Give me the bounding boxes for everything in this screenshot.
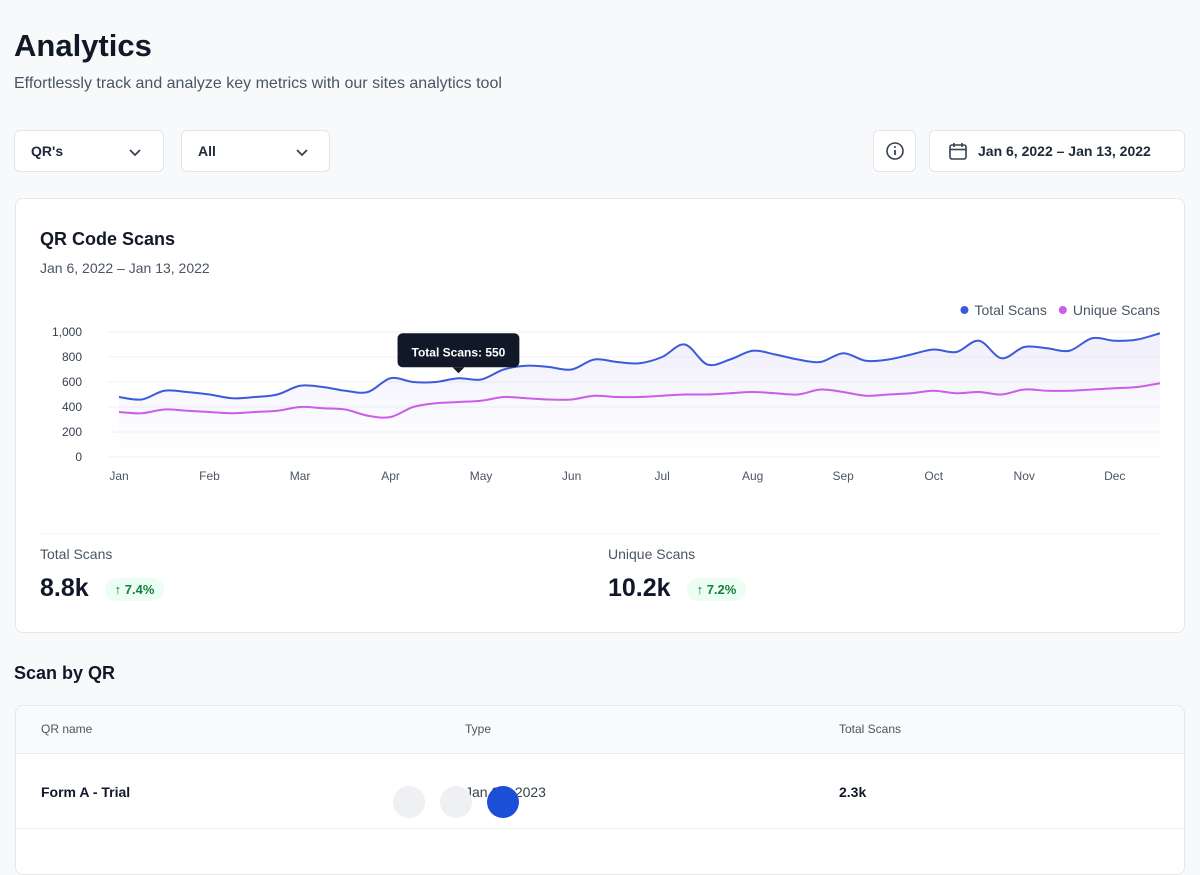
stat-value: 10.2k bbox=[608, 574, 671, 602]
table: QR name Type Total Scans Form A - Trial … bbox=[15, 705, 1185, 875]
page-subtitle: Effortlessly track and analyze key metri… bbox=[14, 75, 502, 92]
x-tick-label: Apr bbox=[381, 469, 400, 483]
loading-dot bbox=[393, 786, 425, 818]
chart-title: QR Code Scans bbox=[40, 229, 175, 249]
table-header bbox=[16, 706, 1184, 754]
x-tick-label: Dec bbox=[1104, 469, 1125, 483]
section-title: Scan by QR bbox=[14, 663, 116, 683]
area bbox=[119, 333, 1160, 457]
date-range-button[interactable]: Jan 6, 2022 – Jan 13, 2022 bbox=[929, 130, 1185, 172]
column-header: Type bbox=[465, 722, 492, 736]
loading-dot bbox=[440, 786, 472, 818]
y-tick-label: 200 bbox=[62, 425, 82, 439]
x-tick-label: Jul bbox=[654, 469, 669, 483]
x-tick-label: Feb bbox=[199, 469, 220, 483]
y-tick-label: 0 bbox=[75, 450, 82, 464]
page: Analytics Effortlessly track and analyze… bbox=[14, 28, 1185, 875]
stat-change: ↑ 7.4% bbox=[104, 577, 165, 601]
page-title: Analytics bbox=[14, 28, 152, 63]
chevron-icon bbox=[129, 149, 141, 157]
info-button[interactable] bbox=[873, 130, 916, 172]
x-tick-label: Mar bbox=[290, 469, 311, 483]
column-header: Total Scans bbox=[839, 722, 902, 736]
line bbox=[118, 382, 1161, 419]
chevron-icon bbox=[296, 149, 308, 157]
x-tick-label: Oct bbox=[924, 469, 943, 483]
tooltip-text: Total Scans: 550 bbox=[412, 345, 506, 359]
y-tick-label: 600 bbox=[62, 375, 82, 389]
filter-dropdown[interactable]: QR's bbox=[14, 130, 164, 172]
stat-value: 8.8k bbox=[40, 574, 89, 602]
tooltip-arrow bbox=[452, 367, 465, 374]
chart: QR Code Scans Jan 6, 2022 – Jan 13, 2022… bbox=[40, 229, 1161, 535]
filter-dropdown[interactable]: All bbox=[181, 130, 330, 172]
filter-label: All bbox=[198, 143, 216, 159]
legend-label: Unique Scans bbox=[1073, 302, 1160, 318]
stat-label: Unique Scans bbox=[608, 546, 696, 562]
x-tick-label: Sep bbox=[832, 469, 854, 483]
tooltip bbox=[397, 333, 520, 374]
x-tick-label: May bbox=[470, 469, 493, 483]
stat-change: ↑ 7.2% bbox=[686, 577, 747, 601]
y-tick-label: 800 bbox=[62, 350, 82, 364]
x-tick-label: Nov bbox=[1014, 469, 1035, 483]
loading-dot bbox=[487, 786, 519, 818]
legend-swatch bbox=[1058, 306, 1067, 314]
y-tick-label: 400 bbox=[62, 400, 82, 414]
calendar-icon bbox=[949, 143, 967, 160]
x-tick-label: Jan bbox=[109, 469, 128, 483]
legend-label: Total Scans bbox=[974, 302, 1046, 318]
legend-swatch bbox=[960, 306, 969, 314]
stat: 8.8k ↑ 7.4% bbox=[40, 574, 165, 603]
x-tick-label: Aug bbox=[742, 469, 763, 483]
x-tick-label: Jun bbox=[562, 469, 581, 483]
stat-change-value: 7.4% bbox=[124, 581, 155, 597]
chart-subtitle: Jan 6, 2022 – Jan 13, 2022 bbox=[40, 260, 210, 276]
stat-label: Total Scans bbox=[40, 546, 113, 562]
filter-label: QR's bbox=[31, 143, 64, 159]
stat-change-value: 7.2% bbox=[706, 581, 737, 597]
cell: Form A - Trial bbox=[41, 784, 131, 800]
stat: 10.2k ↑ 7.2% bbox=[608, 574, 747, 603]
date-range-label: Jan 6, 2022 – Jan 13, 2022 bbox=[978, 143, 1151, 159]
info-icon bbox=[885, 142, 904, 160]
column-header: QR name bbox=[41, 722, 93, 736]
cell: 2.3k bbox=[839, 784, 867, 800]
y-tick-label: 1,000 bbox=[52, 325, 82, 339]
tooltip-box bbox=[397, 333, 520, 368]
row-divider bbox=[16, 828, 1184, 829]
line bbox=[118, 332, 1161, 401]
